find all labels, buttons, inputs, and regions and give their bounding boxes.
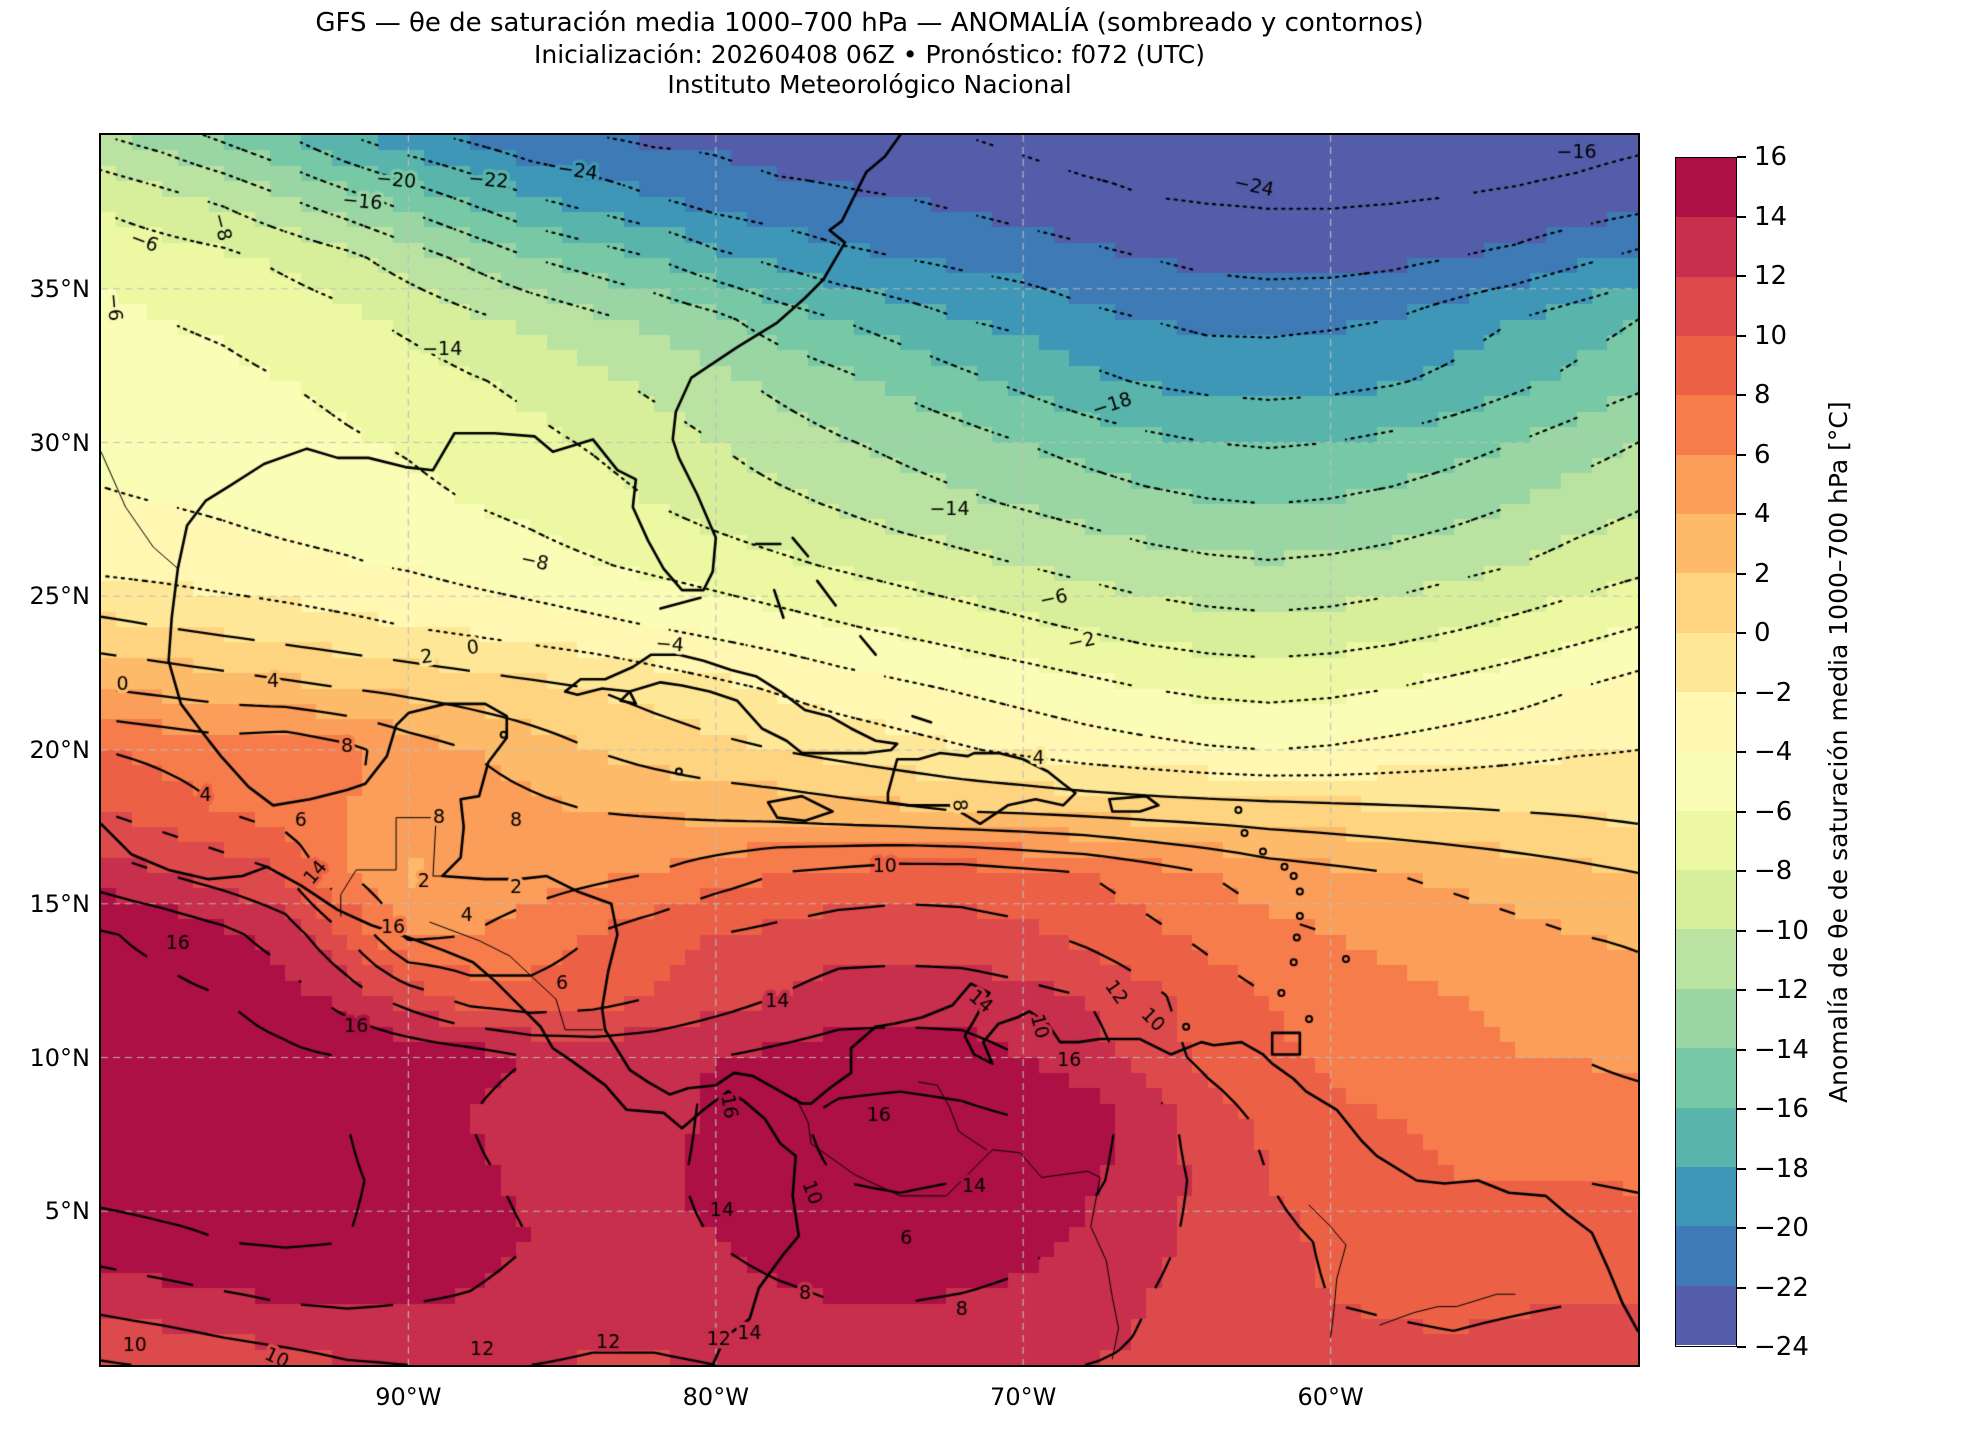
colorbar-tick-mark: [1737, 989, 1746, 991]
colorbar-band: [1676, 1285, 1736, 1345]
colorbar-band: [1676, 1226, 1736, 1286]
colorbar-tick-mark: [1737, 1048, 1746, 1051]
colorbar-tick-label: 16: [1754, 142, 1788, 172]
colorbar-tick-label: −8: [1754, 856, 1793, 886]
colorbar: [1675, 157, 1737, 1347]
colorbar-tick-label: −10: [1754, 915, 1809, 946]
y-tick-label: 25°N: [29, 582, 91, 611]
colorbar-tick-mark: [1737, 215, 1746, 218]
colorbar-band: [1676, 158, 1736, 218]
colorbar-band: [1676, 988, 1736, 1049]
colorbar-tick-label: −20: [1754, 1213, 1809, 1243]
colorbar-tick-label: −18: [1754, 1153, 1809, 1184]
colorbar-tick-mark: [1737, 1346, 1746, 1348]
colorbar-tick-mark: [1737, 394, 1746, 396]
colorbar-tick-label: −12: [1754, 975, 1809, 1005]
chart-subtitle: Inicialización: 20260408 06Z • Pronóstic…: [534, 39, 1205, 69]
colorbar-band: [1676, 514, 1736, 574]
y-tick-label: 35°N: [29, 274, 91, 303]
colorbar-band: [1676, 632, 1736, 693]
colorbar-tick-mark: [1737, 870, 1746, 872]
colorbar-band: [1676, 1107, 1736, 1167]
colorbar-band: [1676, 217, 1736, 277]
x-tick-label: 90°W: [375, 1383, 442, 1411]
colorbar-tick-label: 2: [1754, 558, 1771, 589]
x-tick-label: 60°W: [1297, 1383, 1364, 1411]
colorbar-band: [1676, 1048, 1736, 1108]
colorbar-tick-mark: [1737, 1108, 1746, 1110]
colorbar-tick-label: −22: [1754, 1272, 1809, 1303]
colorbar-tick-label: 14: [1754, 201, 1788, 232]
colorbar-tick-mark: [1737, 513, 1746, 515]
colorbar-band: [1676, 573, 1736, 633]
colorbar-tick-label: 8: [1754, 380, 1771, 410]
colorbar-tick-mark: [1737, 156, 1746, 158]
colorbar-band: [1676, 929, 1736, 989]
colorbar-tick-mark: [1737, 691, 1746, 694]
colorbar-tick-mark: [1737, 751, 1746, 753]
anomaly-map-canvas: [99, 133, 1640, 1367]
colorbar-band: [1676, 810, 1736, 871]
colorbar-tick-mark: [1737, 632, 1746, 634]
colorbar-tick-label: −6: [1754, 796, 1793, 827]
colorbar-label: Anomalía de θe de saturación media 1000–…: [1824, 401, 1853, 1103]
colorbar-band: [1676, 276, 1736, 337]
y-tick-label: 5°N: [44, 1197, 90, 1226]
colorbar-tick-label: 0: [1754, 618, 1771, 648]
y-tick-label: 15°N: [29, 889, 91, 918]
colorbar-tick-label: −14: [1754, 1034, 1809, 1065]
colorbar-tick-mark: [1737, 929, 1746, 932]
colorbar-tick-mark: [1737, 334, 1746, 337]
colorbar-tick-label: −4: [1754, 737, 1793, 767]
chart-header: GFS — θe de saturación media 1000–700 hP…: [101, 8, 1638, 101]
y-tick-label: 30°N: [29, 428, 91, 457]
chart-institution: Instituto Meteorológico Nacional: [667, 70, 1072, 100]
colorbar-tick-label: 12: [1754, 261, 1788, 291]
colorbar-band: [1676, 870, 1736, 930]
colorbar-band: [1676, 336, 1736, 396]
colorbar-tick-mark: [1737, 453, 1746, 456]
colorbar-tick-label: −24: [1754, 1332, 1809, 1362]
colorbar-tick-label: 10: [1754, 320, 1788, 351]
colorbar-tick-mark: [1737, 1286, 1746, 1289]
x-tick-label: 80°W: [682, 1383, 749, 1411]
colorbar-tick-mark: [1737, 1227, 1746, 1229]
colorbar-tick-label: 6: [1754, 439, 1771, 470]
colorbar-band: [1676, 454, 1736, 515]
x-tick-label: 70°W: [990, 1383, 1057, 1411]
colorbar-tick-mark: [1737, 1167, 1746, 1170]
colorbar-tick-label: −2: [1754, 677, 1793, 708]
colorbar-tick-mark: [1737, 572, 1746, 575]
y-tick-label: 10°N: [29, 1043, 91, 1072]
colorbar-band: [1676, 395, 1736, 455]
colorbar-band: [1676, 1166, 1736, 1227]
colorbar-tick-mark: [1737, 810, 1746, 813]
y-tick-label: 20°N: [29, 736, 91, 764]
colorbar-tick-mark: [1737, 275, 1746, 277]
chart-title: GFS — θe de saturación media 1000–700 hP…: [315, 8, 1424, 38]
colorbar-band: [1676, 692, 1736, 752]
colorbar-tick-label: 4: [1754, 499, 1771, 529]
colorbar-band: [1676, 751, 1736, 811]
colorbar-tick-label: −16: [1754, 1094, 1809, 1124]
